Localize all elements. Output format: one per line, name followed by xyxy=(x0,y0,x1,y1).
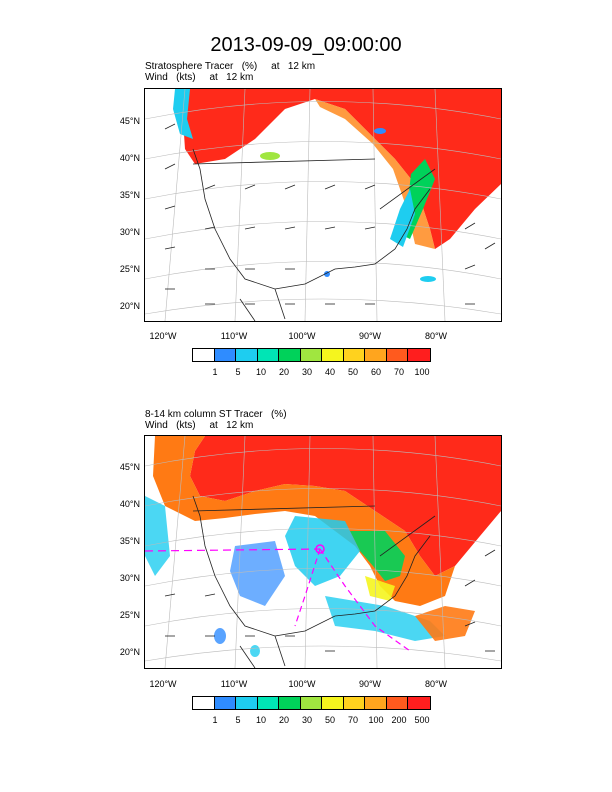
colorbar-swatch xyxy=(236,349,258,361)
tracer-field-yellow xyxy=(365,576,395,601)
lon-label: 90°W xyxy=(358,679,382,689)
lon-label: 90°W xyxy=(358,331,382,341)
colorbar-swatch xyxy=(408,349,430,361)
colorbar-label: 70 xyxy=(393,367,404,377)
lon-label: 110°W xyxy=(220,331,248,341)
page-title: 2013-09-09_09:00:00 xyxy=(210,34,402,56)
colorbar-swatch xyxy=(193,697,215,709)
tracer-patch xyxy=(420,276,436,282)
colorbar-label: 60 xyxy=(370,367,381,377)
colorbar-swatch xyxy=(365,697,387,709)
colorbar-swatch xyxy=(322,349,344,361)
colorbar-swatch xyxy=(300,697,322,709)
colorbar-swatch xyxy=(236,697,258,709)
lat-label: 30°N xyxy=(119,227,140,237)
tracer-patch xyxy=(374,128,386,134)
colorbar-swatch xyxy=(279,349,301,361)
colorbar-label: 20 xyxy=(278,367,289,377)
lon-label: 100°W xyxy=(288,331,316,341)
lat-label: 45°N xyxy=(119,462,140,472)
colorbar-label: 100 xyxy=(414,367,430,377)
boundaries xyxy=(192,495,436,668)
panel2-subtitle-2: Wind (kts) at 12 km xyxy=(145,420,254,431)
tracer-patch xyxy=(250,645,260,657)
lat-label: 25°N xyxy=(119,610,140,620)
colorbar-swatch xyxy=(193,349,215,361)
lat-label: 30°N xyxy=(119,573,140,583)
graticule xyxy=(145,89,501,321)
graticule xyxy=(145,436,501,668)
colorbar-label: 50 xyxy=(324,715,335,725)
stratosphere-tracer-map xyxy=(144,88,502,322)
colorbar-label: 1 xyxy=(212,367,218,377)
colorbar-swatch xyxy=(408,697,430,709)
lon-label: 120°W xyxy=(149,331,177,341)
tracer-field-high xyxy=(183,89,501,249)
tracer-field-high xyxy=(190,436,501,576)
tracer-field-orange-edge xyxy=(315,99,435,249)
lat-label: 40°N xyxy=(119,499,140,509)
lon-label: 110°W xyxy=(220,679,248,689)
tracer-field-left xyxy=(145,496,170,576)
boundaries xyxy=(192,148,436,321)
colorbar-swatch xyxy=(386,349,408,361)
colorbar-swatch xyxy=(257,349,279,361)
lat-label: 25°N xyxy=(119,264,140,274)
lat-label: 45°N xyxy=(119,116,140,126)
lon-label: 80°W xyxy=(424,331,448,341)
lat-label: 40°N xyxy=(119,153,140,163)
lat-label: 20°N xyxy=(119,301,140,311)
colorbar-swatch xyxy=(343,697,365,709)
wind-barbs xyxy=(164,549,496,652)
tracer-field-green xyxy=(350,531,405,581)
colorbar-label: 100 xyxy=(368,715,384,725)
lat-label: 35°N xyxy=(119,536,140,546)
tracer-field-gulf xyxy=(325,596,445,641)
colorbar-label: 40 xyxy=(324,367,335,377)
colorbar-swatch xyxy=(300,349,322,361)
colorbar-1 xyxy=(192,348,431,362)
trajectory-line xyxy=(145,548,411,652)
colorbar-label: 5 xyxy=(235,715,241,725)
colorbar-swatch xyxy=(365,349,387,361)
colorbar-label: 30 xyxy=(301,715,312,725)
colorbar-swatch xyxy=(214,349,236,361)
colorbar-label: 10 xyxy=(255,367,266,377)
colorbar-swatch xyxy=(257,697,279,709)
lon-label: 100°W xyxy=(288,679,316,689)
wind-barbs xyxy=(164,123,496,305)
colorbar-swatch xyxy=(322,697,344,709)
colorbar-label: 20 xyxy=(278,715,289,725)
colorbar-swatch xyxy=(214,697,236,709)
colorbar-label: 1 xyxy=(212,715,218,725)
trajectory-origin-marker xyxy=(315,544,325,554)
tracer-field-scattered xyxy=(230,541,285,606)
colorbar-label: 500 xyxy=(414,715,430,725)
colorbar-label: 70 xyxy=(347,715,358,725)
lat-label: 35°N xyxy=(119,190,140,200)
map2-canvas xyxy=(145,436,501,668)
colorbar-swatch xyxy=(279,697,301,709)
colorbar-2 xyxy=(192,696,431,710)
colorbar-label: 5 xyxy=(235,367,241,377)
panel2-subtitle-1: 8-14 km column ST Tracer (%) xyxy=(145,409,287,420)
tracer-patch xyxy=(260,152,280,160)
colorbar-label: 200 xyxy=(391,715,407,725)
tracer-field-cyan-band xyxy=(390,189,415,247)
colorbar-swatch xyxy=(386,697,408,709)
tracer-patch xyxy=(214,628,226,644)
map1-canvas xyxy=(145,89,501,321)
colorbar-swatch xyxy=(343,349,365,361)
colorbar-label: 30 xyxy=(301,367,312,377)
colorbar-label: 10 xyxy=(255,715,266,725)
lon-label: 120°W xyxy=(149,679,177,689)
column-st-tracer-map xyxy=(144,435,502,669)
panel1-subtitle-1: Stratosphere Tracer (%) at 12 km xyxy=(145,61,316,72)
lat-label: 20°N xyxy=(119,647,140,657)
panel1-subtitle-2: Wind (kts) at 12 km xyxy=(145,72,254,83)
lon-label: 80°W xyxy=(424,679,448,689)
colorbar-label: 50 xyxy=(347,367,358,377)
